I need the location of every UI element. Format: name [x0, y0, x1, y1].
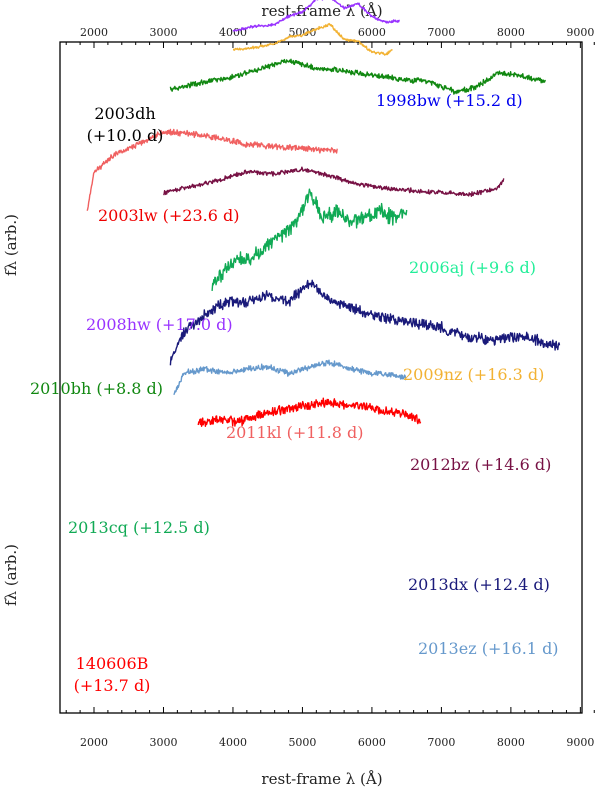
series-label-140606b: 140606B (+13.7 d) — [74, 654, 151, 695]
series-label-2013ez: 2013ez (+16.1 d) — [418, 639, 559, 658]
bottom-tick-label: 6000 — [358, 736, 386, 749]
series-label-2012bz: 2012bz (+14.6 d) — [410, 455, 551, 474]
bottom-tick-label: 3000 — [149, 736, 177, 749]
bottom-tick-label: 8000 — [497, 736, 525, 749]
bottom-tick-label: 7000 — [427, 736, 455, 749]
plot-frame — [59, 41, 583, 714]
y-axis-title-upper: fλ (arb.) — [2, 214, 20, 276]
series-label-1998bw: 1998bw (+15.2 d) — [376, 91, 523, 110]
spectrum-line-2011kl — [86, 128, 338, 211]
series-label-2008hw: 2008hw (+17.0 d) — [86, 315, 233, 334]
spectrum-line-2012bz — [163, 166, 505, 198]
spectrum-line-2010bh — [169, 58, 546, 95]
bottom-x-axis: 2000 3000 4000 5000 6000 7000 8000 9000 — [65, 707, 595, 749]
series-label-2003dh: 2003dh (+10.0 d) — [87, 104, 164, 145]
series-label-2010bh: 2010bh (+8.8 d) — [30, 379, 163, 398]
bottom-tick-label: 4000 — [219, 736, 247, 749]
top-tick-label: 3000 — [149, 26, 177, 39]
spectrum-line-2013cq — [211, 188, 408, 291]
series-label-2011kl: 2011kl (+11.8 d) — [226, 423, 363, 442]
spectrum-line-2009nz — [232, 22, 393, 56]
bottom-tick-label: 9000 — [566, 736, 594, 749]
top-tick-label: 2000 — [80, 26, 108, 39]
spectrum-line-2008hw — [232, 0, 400, 32]
spectrum-line-140606b — [197, 397, 422, 427]
series-label-2013dx: 2013dx (+12.4 d) — [408, 575, 550, 594]
top-tick-label: 9000 — [566, 26, 594, 39]
y-axis-title-lower: fλ (arb.) — [2, 544, 20, 606]
top-tick-label: 6000 — [358, 26, 386, 39]
series-labels: 1998bw (+15.2 d) 2003dh (+10.0 d) 2003lw (+… — [30, 91, 559, 695]
spectrum-line-2013ez — [173, 359, 407, 396]
spectrum-line-2013dx — [169, 279, 561, 366]
top-x-axis: 2000 3000 4000 5000 6000 7000 8000 9000 — [65, 26, 595, 48]
bottom-tick-label: 2000 — [80, 736, 108, 749]
series-label-2009nz: 2009nz (+16.3 d) — [403, 365, 544, 384]
series-label-2003lw: 2003lw (+23.6 d) — [98, 206, 239, 225]
series-layer — [86, 0, 561, 427]
top-tick-label: 8000 — [497, 26, 525, 39]
bottom-x-axis-title: rest-frame λ (Å) — [261, 770, 382, 788]
series-label-2013cq: 2013cq (+12.5 d) — [68, 518, 210, 537]
bottom-tick-label: 5000 — [288, 736, 316, 749]
top-tick-label: 7000 — [427, 26, 455, 39]
series-label-2006aj: 2006aj (+9.6 d) — [409, 258, 536, 277]
